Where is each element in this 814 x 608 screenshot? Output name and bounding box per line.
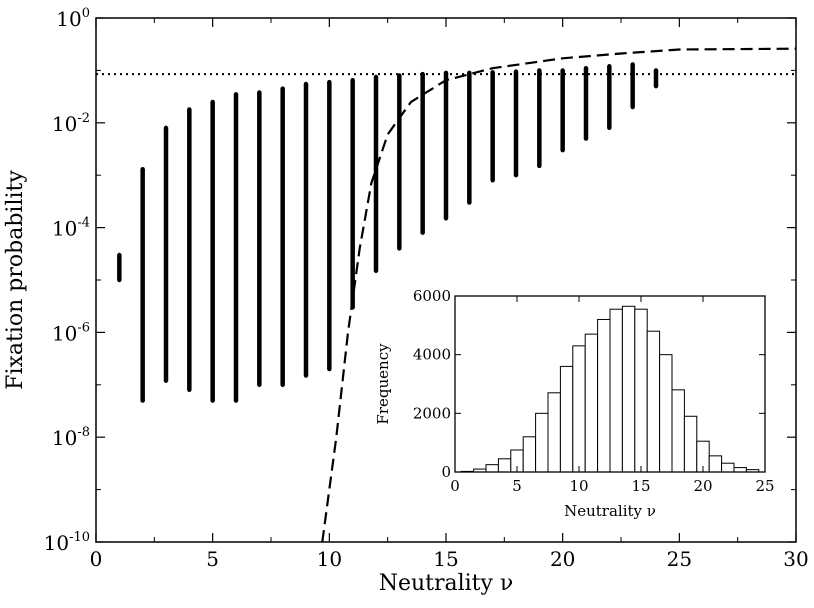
histogram-bar — [708, 455, 723, 473]
scatter-point — [490, 178, 495, 183]
scatter-point — [513, 69, 519, 74]
inset-x-tick-label: 25 — [755, 477, 774, 495]
inset-y-axis-label: Frequency — [374, 343, 392, 425]
x-tick-label: 20 — [550, 547, 575, 571]
histogram-bar — [559, 365, 574, 473]
scatter-point — [397, 246, 402, 251]
inset-x-tick-label: 15 — [631, 477, 650, 495]
scatter-point — [350, 78, 355, 83]
inset-y-tick-label: 2000 — [413, 404, 451, 422]
y-axis-label: Fixation probability — [3, 170, 28, 390]
histogram-bar — [535, 412, 549, 473]
scatter-point — [140, 167, 145, 172]
main-plot: 0 5 10 15 20 25 3010010-210-410-610-810-10Neut… — [3, 6, 809, 596]
scatter-point — [187, 387, 192, 393]
inset-histogram: 0 5 10 15 20 25 0 2000 4000 6000 Neutrality ν Frequ… — [374, 286, 777, 532]
histogram-bar — [572, 345, 586, 473]
x-tick-label: 0 — [90, 547, 103, 571]
x-tick-label: 25 — [667, 547, 692, 571]
scatter-point — [537, 68, 542, 73]
scatter-point — [327, 366, 332, 372]
inset-x-tick-label: 20 — [693, 477, 712, 495]
scatter-point — [280, 86, 285, 91]
scatter-point — [607, 125, 612, 131]
histogram-bar — [609, 308, 623, 473]
y-tick-label: 10-2 — [52, 111, 90, 136]
histogram-bar — [683, 415, 698, 473]
scatter-point — [280, 382, 285, 387]
scatter-point — [653, 68, 659, 73]
scatter-point — [257, 382, 262, 387]
scatter-point — [467, 200, 472, 205]
inset-x-axis-label: Neutrality ν — [564, 502, 656, 520]
x-tick-label: 30 — [783, 547, 808, 571]
inset-x-tick-label: 10 — [569, 477, 588, 495]
histogram-bar — [621, 305, 636, 473]
x-tick-label: 10 — [317, 547, 342, 571]
histogram-bar — [671, 389, 685, 473]
scatter-point — [210, 99, 215, 105]
inset-x-tick-label: 0 — [450, 477, 460, 495]
scatter-point — [163, 125, 169, 131]
histogram-bar — [497, 458, 512, 473]
histogram-bar — [485, 464, 499, 473]
scatter-point — [583, 66, 589, 71]
scatter-point — [513, 173, 519, 178]
histogram-bar — [547, 392, 561, 473]
histogram-bar — [733, 467, 747, 473]
histogram-bar — [522, 436, 537, 473]
scatter-point — [630, 104, 635, 110]
scatter-point — [140, 398, 145, 403]
histogram-bar — [584, 333, 599, 473]
scatter-point — [560, 68, 565, 73]
scatter-point — [583, 136, 589, 141]
inset-frame — [454, 295, 766, 473]
histogram-bar — [721, 462, 735, 473]
scatter-point — [233, 398, 239, 403]
scatter-point — [443, 216, 449, 221]
inset-y-tick-label: 4000 — [413, 346, 451, 364]
scatter-point — [327, 79, 332, 85]
scatter-point — [163, 378, 169, 383]
theory-curve — [321, 47, 797, 543]
scatter-point — [233, 92, 239, 97]
scatter-point — [373, 268, 379, 273]
scatter-point — [537, 163, 542, 169]
scatter-point — [210, 398, 215, 403]
y-tick-label: 10-4 — [52, 216, 90, 241]
inset-y-tick-label: 0 — [441, 463, 451, 481]
scatter-point — [257, 90, 262, 95]
scatter-point — [560, 147, 565, 153]
scatter-point — [303, 81, 309, 87]
scatter-point — [373, 74, 379, 80]
y-tick-label: 10-8 — [52, 425, 90, 450]
x-tick-label: 5 — [206, 547, 219, 571]
scatter-point — [653, 83, 659, 89]
scatter-point — [420, 230, 425, 235]
histogram-bar — [659, 354, 673, 473]
scatter-point — [187, 107, 192, 112]
scatter-point — [397, 73, 402, 78]
scatter-point — [420, 71, 425, 77]
x-tick-label: 15 — [433, 547, 458, 571]
y-tick-label: 10-10 — [44, 530, 90, 555]
y-tick-label: 10-6 — [52, 320, 90, 345]
histogram-bar — [597, 318, 611, 473]
histogram-bar — [646, 330, 661, 473]
scatter-point — [607, 64, 612, 69]
scatter-point — [117, 277, 122, 283]
scatter-point — [117, 252, 122, 258]
histogram-bar — [634, 308, 648, 473]
y-tick-label: 100 — [56, 6, 90, 31]
inset-y-tick-label: 6000 — [413, 287, 451, 305]
x-axis-label: Neutrality ν — [379, 571, 514, 596]
scatter-point — [303, 373, 309, 378]
inset-x-tick-label: 5 — [512, 477, 522, 495]
scatter-point — [630, 62, 635, 67]
